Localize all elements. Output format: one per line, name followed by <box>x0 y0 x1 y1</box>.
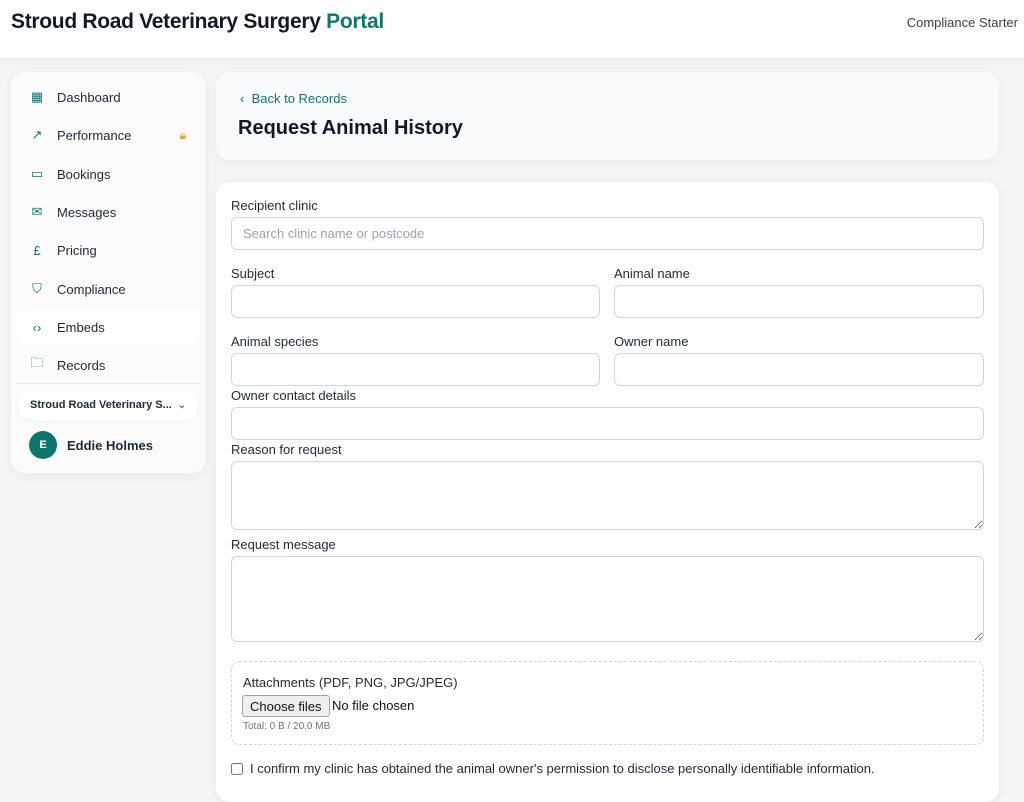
sidebar-item-performance[interactable]: ↗ Performance 🔒︎ <box>17 118 200 152</box>
top-header: Stroud Road Veterinary Surgery Portal Co… <box>0 0 1024 58</box>
sidebar-item-label: Compliance <box>57 281 126 297</box>
attachments-label: Attachments (PDF, PNG, JPG/JPEG) <box>243 675 458 690</box>
page-title: Request Animal History <box>238 117 463 139</box>
sidebar-item-embeds[interactable]: ‹› Embeds <box>17 310 200 344</box>
clinic-name: Stroud Road Veterinary S... <box>30 399 172 411</box>
reason-label: Reason for request <box>231 442 342 457</box>
sidebar-item-bookings[interactable]: ▭ Bookings <box>17 157 200 191</box>
shield-icon: ⛉ <box>32 281 42 296</box>
permission-checkbox[interactable] <box>231 762 243 775</box>
sidebar-item-label: Records <box>57 357 106 373</box>
sidebar-item-records[interactable]: 🗀︎ Records <box>17 348 200 382</box>
request-form: Recipient clinic Subject Animal name Ani… <box>216 182 999 802</box>
permission-text: I confirm my clinic has obtained the ani… <box>250 761 875 776</box>
sidebar-item-compliance[interactable]: ⛉ Compliance <box>17 272 200 306</box>
attachments-total: Total: 0 B / 20.0 MB <box>243 721 331 732</box>
permission-confirm[interactable]: I confirm my clinic has obtained the ani… <box>231 761 875 776</box>
sidebar-item-dashboard[interactable]: ▦ Dashboard <box>17 80 200 114</box>
chat-icon: ▭ <box>30 166 44 181</box>
page-header-card: ‹ Back to Records Request Animal History <box>216 72 999 160</box>
code-icon: ‹› <box>32 319 42 335</box>
chevron-left-icon: ‹ <box>240 91 245 106</box>
back-to-records-link[interactable]: ‹ Back to Records <box>240 91 347 106</box>
owner-name-label: Owner name <box>614 334 689 349</box>
back-label: Back to Records <box>251 91 347 106</box>
plan-label[interactable]: Compliance Starter <box>906 15 1018 30</box>
folder-icon: 🗀︎ <box>30 355 44 370</box>
avatar: E <box>29 431 57 459</box>
reason-textarea[interactable] <box>231 461 984 530</box>
divider <box>17 383 200 384</box>
brand-name: Stroud Road Veterinary Surgery <box>11 10 321 33</box>
subject-input[interactable] <box>231 285 600 318</box>
animal-name-input[interactable] <box>614 285 984 318</box>
sidebar-item-pricing[interactable]: £ Pricing <box>17 233 200 267</box>
owner-name-input[interactable] <box>614 353 984 386</box>
sidebar-item-label: Messages <box>57 204 117 220</box>
mail-icon: ✉ <box>31 204 43 219</box>
recipient-label: Recipient clinic <box>231 198 318 213</box>
subject-label: Subject <box>231 266 275 281</box>
sidebar-item-label: Performance <box>57 127 132 143</box>
grid-icon: ▦ <box>30 89 44 104</box>
trending-up-icon: ↗ <box>31 127 43 142</box>
sidebar-item-label: Pricing <box>57 242 97 258</box>
owner-contact-label: Owner contact details <box>231 388 357 403</box>
animal-name-label: Animal name <box>614 266 690 281</box>
no-file-text: No file chosen <box>332 698 415 713</box>
animal-species-input[interactable] <box>231 353 600 386</box>
user-name: Eddie Holmes <box>67 437 153 453</box>
choose-files-button[interactable]: Choose files <box>242 695 330 717</box>
chevron-down-icon: ⌄ <box>177 399 186 411</box>
sidebar-item-messages[interactable]: ✉ Messages <box>17 195 200 229</box>
owner-contact-input[interactable] <box>231 407 984 440</box>
attachments-dropzone[interactable]: Attachments (PDF, PNG, JPG/JPEG) Choose … <box>231 661 984 745</box>
message-textarea[interactable] <box>231 556 984 642</box>
sidebar-item-label: Bookings <box>57 166 111 182</box>
species-label: Animal species <box>231 334 319 349</box>
sidebar-item-label: Embeds <box>57 319 105 335</box>
clinic-selector[interactable]: Stroud Road Veterinary S... ⌄ <box>17 390 198 420</box>
portal-title: Stroud Road Veterinary Surgery Portal <box>11 10 384 34</box>
user-profile[interactable]: E Eddie Holmes <box>29 431 153 459</box>
message-label: Request message <box>231 537 336 552</box>
sidebar-item-label: Dashboard <box>57 89 121 105</box>
pound-icon: £ <box>33 242 41 258</box>
brand-accent: Portal <box>326 10 384 33</box>
lock-icon: 🔒︎ <box>179 127 186 142</box>
sidebar: ▦ Dashboard ↗ Performance 🔒︎ ▭ Bookings ✉ Mes… <box>11 72 206 473</box>
recipient-clinic-input[interactable] <box>231 217 984 250</box>
